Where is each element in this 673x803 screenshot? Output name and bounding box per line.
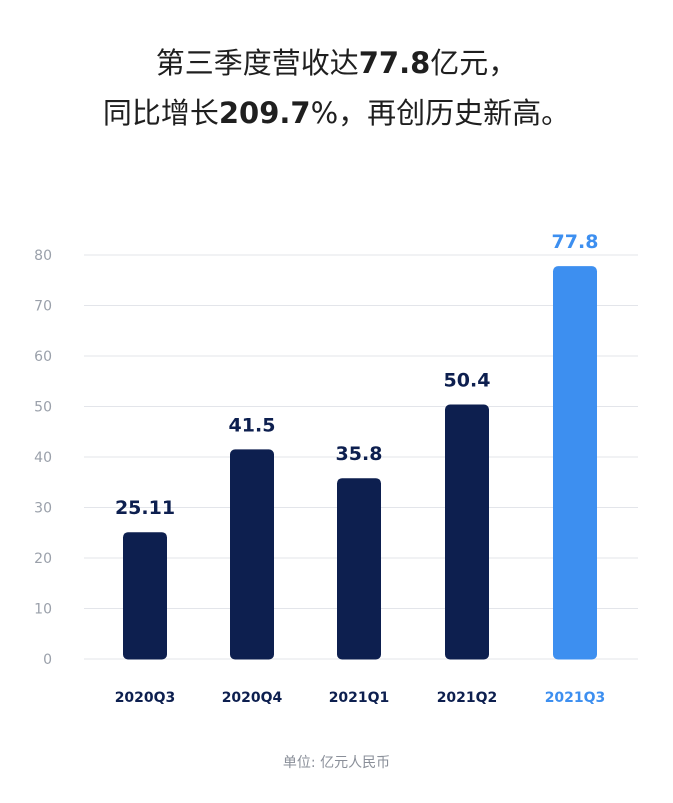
x-tick-label: 2020Q4 bbox=[222, 690, 283, 706]
y-tick-label: 0 bbox=[43, 652, 52, 668]
data-label: 50.4 bbox=[444, 369, 491, 391]
headline-revenue-number: 77.8 bbox=[358, 46, 431, 80]
headline-growth-number: 209.7 bbox=[218, 96, 311, 130]
data-label: 41.5 bbox=[229, 414, 276, 436]
data-label: 25.11 bbox=[115, 497, 175, 519]
bar bbox=[553, 266, 597, 660]
unit-note: 单位: 亿元人民币 bbox=[282, 755, 391, 771]
headline-line-1: 第三季度营收达77.8亿元， bbox=[0, 38, 673, 88]
x-tick-label: 2020Q3 bbox=[115, 690, 176, 706]
headline-text: 第三季度营收达 bbox=[155, 46, 359, 80]
x-tick-label: 2021Q3 bbox=[545, 690, 606, 706]
y-tick-label: 80 bbox=[34, 248, 52, 264]
headline-text: %，再创历史新高。 bbox=[310, 96, 571, 130]
bar bbox=[337, 478, 381, 660]
x-tick-label: 2021Q1 bbox=[329, 690, 390, 706]
headline-line-2: 同比增长209.7%，再创历史新高。 bbox=[0, 88, 673, 138]
headline-text: 亿元， bbox=[430, 46, 518, 80]
x-tick-label: 2021Q2 bbox=[437, 690, 498, 706]
y-tick-label: 10 bbox=[34, 602, 52, 618]
y-tick-label: 60 bbox=[34, 349, 52, 365]
data-label: 35.8 bbox=[336, 443, 383, 465]
headline-text: 同比增长 bbox=[102, 96, 219, 130]
bar bbox=[445, 404, 489, 660]
y-tick-label: 30 bbox=[34, 501, 52, 517]
y-tick-label: 70 bbox=[34, 299, 52, 315]
data-label: 77.8 bbox=[552, 231, 599, 253]
headline: 第三季度营收达77.8亿元， 同比增长209.7%，再创历史新高。 bbox=[0, 38, 673, 138]
bar bbox=[230, 449, 274, 660]
y-tick-label: 50 bbox=[34, 400, 52, 416]
y-tick-label: 40 bbox=[34, 450, 52, 466]
bar bbox=[123, 532, 167, 660]
y-tick-label: 20 bbox=[34, 551, 52, 567]
